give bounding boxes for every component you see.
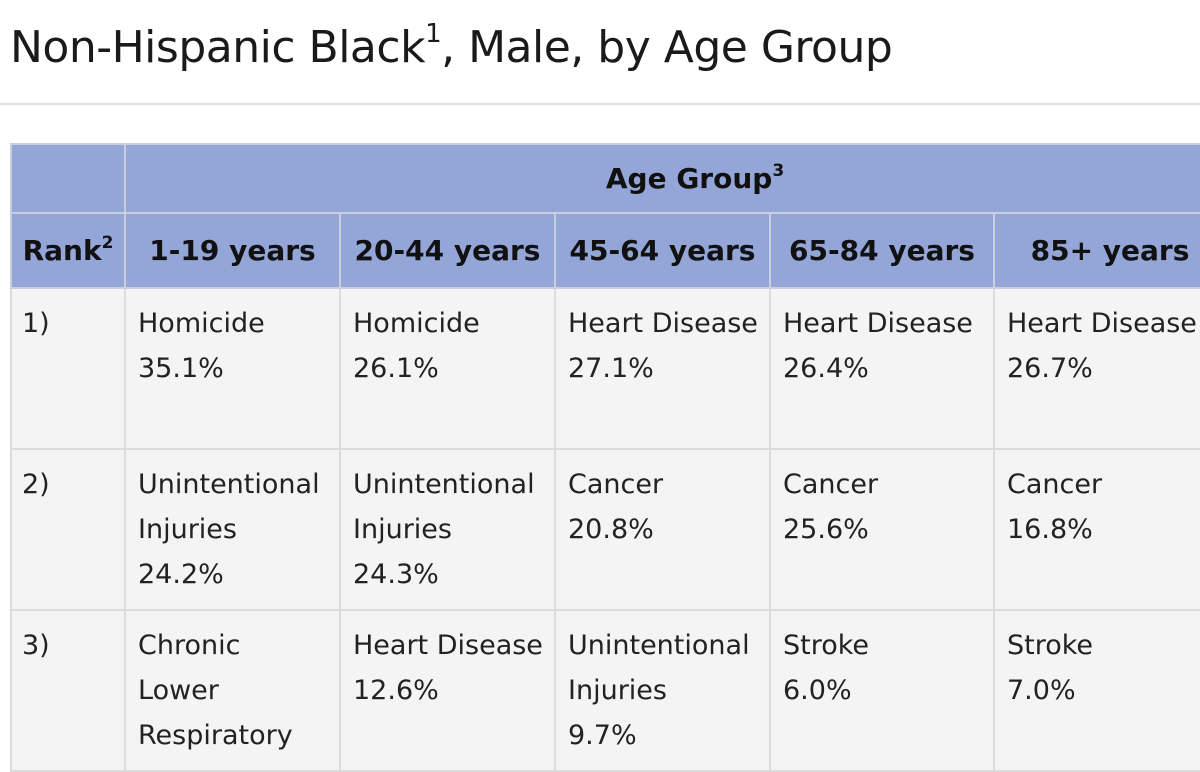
cause-cell: Heart Disease 26.7% xyxy=(992,287,1200,450)
cause-name: Heart Disease xyxy=(353,630,543,661)
cause-percent: 6.0% xyxy=(783,675,852,706)
cause-percent: 26.4% xyxy=(783,353,869,384)
age-group-footnote-3[interactable]: 3 xyxy=(772,160,785,181)
column-header: 1-19 years xyxy=(124,212,341,289)
rank-cell: 2) xyxy=(10,448,126,611)
cause-name: Heart Disease xyxy=(783,308,973,339)
column-header: 85+ years xyxy=(992,212,1200,289)
column-header: 20-44 years xyxy=(339,212,556,289)
rank-header: Rank2 xyxy=(10,212,126,289)
cause-cell: Chronic Lower Respiratory xyxy=(124,609,341,772)
cause-name: Homicide xyxy=(353,308,480,339)
cause-name: Homicide xyxy=(138,308,265,339)
cause-name: Stroke xyxy=(783,630,870,661)
cause-cell: Homicide 26.1% xyxy=(339,287,556,450)
cause-cell: Heart Disease 27.1% xyxy=(554,287,771,450)
cause-name: Unintentional Injuries xyxy=(353,469,535,545)
cause-percent: 24.3% xyxy=(353,559,439,590)
cause-percent: 12.6% xyxy=(353,675,439,706)
cause-percent: 26.7% xyxy=(1007,353,1093,384)
age-group-label: Age Group xyxy=(605,162,773,195)
column-header: 65-84 years xyxy=(769,212,995,289)
empty-corner-cell xyxy=(10,143,126,214)
cause-cell: Stroke 7.0% xyxy=(992,609,1200,772)
page-title-suffix: , Male, by Age Group xyxy=(441,22,893,73)
title-divider xyxy=(0,103,1200,105)
cause-percent: 25.6% xyxy=(783,514,869,545)
cause-name: Cancer xyxy=(568,469,664,500)
age-group-header: Age Group3 xyxy=(123,143,1200,214)
rank-header-label: Rank xyxy=(22,234,102,267)
cause-cell: Unintentional Injuries 24.3% xyxy=(339,448,556,611)
rank-footnote-2[interactable]: 2 xyxy=(101,232,114,253)
cause-cell: Unintentional Injuries 9.7% xyxy=(554,609,771,772)
table-row: 2) Unintentional Injuries 24.2% Unintenti… xyxy=(10,448,1200,611)
title-footnote-1[interactable]: 1 xyxy=(425,19,442,50)
cause-percent: 27.1% xyxy=(568,353,654,384)
cause-name: Heart Disease xyxy=(1007,308,1197,339)
table-group-header-row: Age Group3 xyxy=(10,143,1200,214)
cause-percent: 7.0% xyxy=(1007,675,1076,706)
cause-percent: 24.2% xyxy=(138,559,224,590)
cause-name: Heart Disease xyxy=(568,308,758,339)
table-row: 3) Chronic Lower Respiratory Heart Disea… xyxy=(10,609,1200,772)
cause-cell: Cancer 16.8% xyxy=(992,448,1200,611)
cause-percent: 20.8% xyxy=(568,514,654,545)
cause-name: Unintentional Injuries xyxy=(138,469,320,545)
cause-percent: 26.1% xyxy=(353,353,439,384)
cause-name: Chronic Lower Respiratory xyxy=(138,630,293,751)
table-row: 1) Homicide 35.1% Homicide 26.1% Heart Dis… xyxy=(10,287,1200,450)
cause-cell: Cancer 20.8% xyxy=(554,448,771,611)
cause-cell: Cancer 25.6% xyxy=(769,448,995,611)
table-column-header-row: Rank2 1-19 years 20-44 years 45-64 years… xyxy=(10,212,1200,289)
rank-cell: 1) xyxy=(10,287,126,450)
leading-causes-table: Age Group3 Rank2 1-19 years 20-44 years … xyxy=(10,143,1200,772)
cause-cell: Unintentional Injuries 24.2% xyxy=(124,448,341,611)
cause-cell: Homicide 35.1% xyxy=(124,287,341,450)
cause-percent: 9.7% xyxy=(568,720,637,751)
cause-percent: 35.1% xyxy=(138,353,224,384)
column-header: 45-64 years xyxy=(554,212,771,289)
cause-cell: Stroke 6.0% xyxy=(769,609,995,772)
cause-name: Stroke xyxy=(1007,630,1094,661)
cause-name: Cancer xyxy=(1007,469,1103,500)
cause-cell: Heart Disease 12.6% xyxy=(339,609,556,772)
cause-percent: 16.8% xyxy=(1007,514,1093,545)
cause-cell: Heart Disease 26.4% xyxy=(769,287,995,450)
rank-cell: 3) xyxy=(10,609,126,772)
cause-name: Unintentional Injuries xyxy=(568,630,750,706)
cause-name: Cancer xyxy=(783,469,879,500)
page-title: Non-Hispanic Black1, Male, by Age Group xyxy=(10,19,893,73)
page-title-text: Non-Hispanic Black xyxy=(10,22,426,73)
